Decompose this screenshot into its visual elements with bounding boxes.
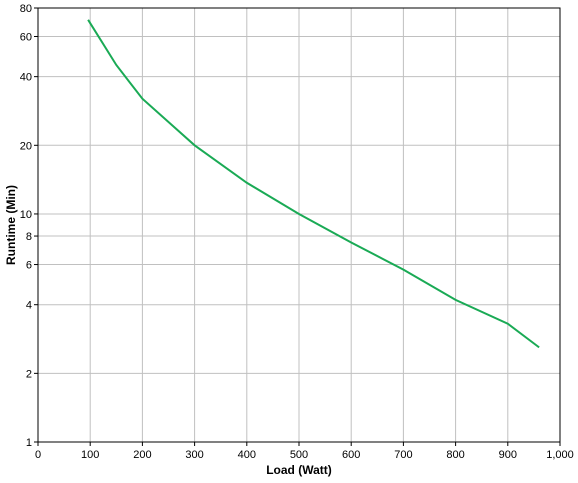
x-tick-label: 600 <box>342 449 360 461</box>
y-tick-label: 2 <box>26 368 32 380</box>
plot-frame <box>37 7 561 443</box>
x-tick-label: 1,000 <box>546 449 574 461</box>
y-tick-label: 20 <box>20 140 32 152</box>
y-tick-label: 4 <box>26 300 32 312</box>
x-tick-label: 100 <box>81 449 99 461</box>
y-tick-label: 10 <box>20 209 32 221</box>
y-tick-label: 6 <box>26 260 32 272</box>
x-tick-label: 900 <box>499 449 517 461</box>
x-tick-label: 500 <box>290 449 308 461</box>
y-tick-label: 1 <box>26 437 32 449</box>
x-tick-label: 0 <box>35 449 41 461</box>
y-tick-label: 60 <box>20 31 32 43</box>
y-tick-label: 80 <box>20 3 32 15</box>
y-tick-label: 40 <box>20 72 32 84</box>
y-axis-title: Runtime (Min) <box>4 185 18 265</box>
x-tick-label: 200 <box>133 449 151 461</box>
y-tick-label: 8 <box>26 231 32 243</box>
x-tick-label: 300 <box>185 449 203 461</box>
x-tick-label: 800 <box>446 449 464 461</box>
x-tick-label: 700 <box>394 449 412 461</box>
data-line <box>87 19 540 349</box>
x-tick-label: 400 <box>238 449 256 461</box>
x-axis-title: Load (Watt) <box>266 463 332 477</box>
